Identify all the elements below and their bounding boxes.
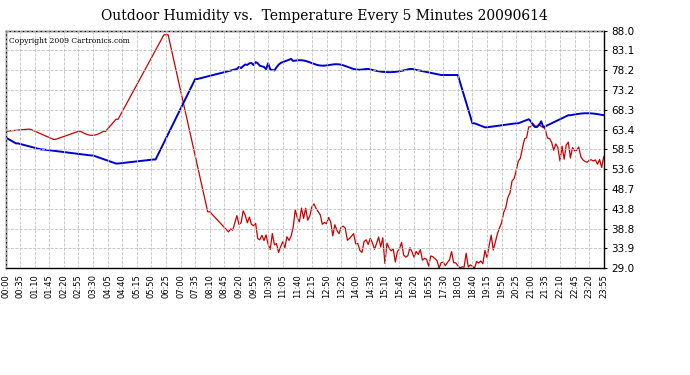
Text: Copyright 2009 Cartronics.com: Copyright 2009 Cartronics.com bbox=[8, 37, 130, 45]
Text: Outdoor Humidity vs.  Temperature Every 5 Minutes 20090614: Outdoor Humidity vs. Temperature Every 5… bbox=[101, 9, 548, 23]
